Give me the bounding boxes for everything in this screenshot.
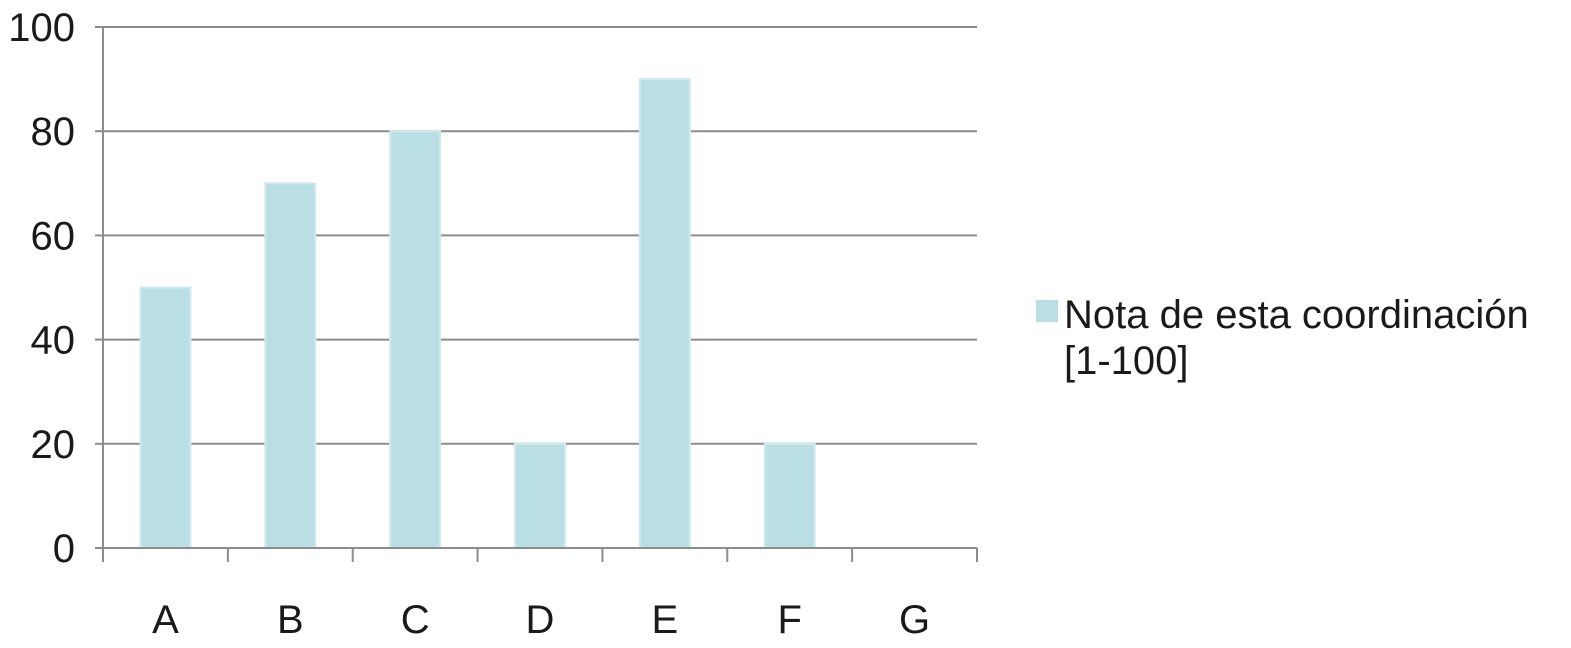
bar-d	[514, 442, 566, 549]
y-tick-label: 20	[31, 423, 76, 467]
y-tick-labels: 0 20 40 60 80 100	[8, 6, 75, 571]
x-tick-labels: A B C D E F G	[152, 598, 930, 642]
bars	[139, 78, 816, 550]
y-tick-label: 100	[8, 6, 75, 50]
gridlines	[103, 26, 977, 445]
legend: Nota de esta coordinación [1-100]	[1036, 292, 1566, 384]
legend-label: Nota de esta coordinación [1-100]	[1064, 293, 1529, 383]
y-tick-label: 80	[31, 110, 76, 154]
bar-f	[763, 442, 816, 549]
y-tick-label: 0	[53, 527, 75, 571]
x-tick-label: B	[277, 598, 304, 642]
x-tick-label: F	[777, 598, 801, 642]
bar-a	[139, 286, 192, 549]
x-tick-label: D	[526, 598, 555, 642]
bar-b	[264, 182, 317, 550]
x-tick-label: C	[401, 598, 430, 642]
x-tick-label: E	[652, 598, 679, 642]
bar-e	[638, 78, 691, 549]
y-tick-label: 40	[31, 319, 76, 363]
axes	[95, 26, 978, 562]
legend-swatch	[1036, 300, 1058, 322]
x-tick-label: G	[899, 598, 930, 642]
bar-c	[389, 130, 442, 549]
x-tick-label: A	[152, 598, 179, 642]
y-tick-label: 60	[31, 214, 76, 258]
